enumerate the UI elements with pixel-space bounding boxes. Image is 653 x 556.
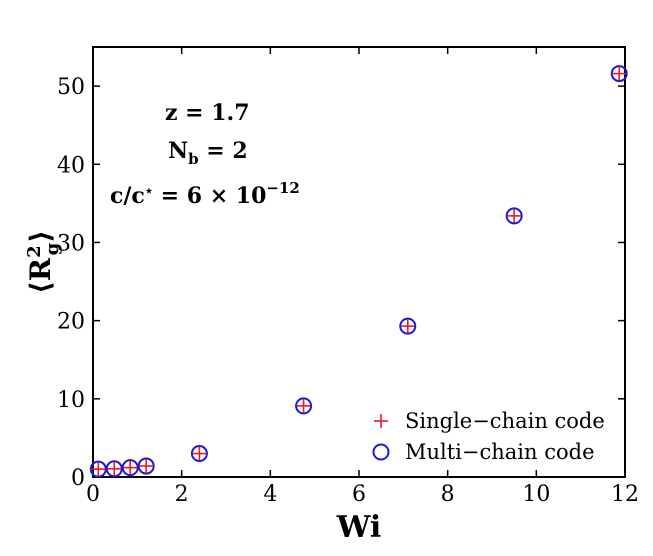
single-chain-point: [139, 459, 154, 474]
multi-chain-point: [121, 459, 139, 477]
y-tick-label: 30: [57, 231, 85, 256]
y-axis-title: ⟨R2g⟩: [24, 230, 63, 294]
x-tick-label: 10: [522, 482, 550, 507]
x-tick-label: 0: [86, 482, 100, 507]
annotation-nb: Nb = 2: [168, 138, 248, 168]
axis-titles: Wi ⟨R2g⟩: [24, 230, 381, 545]
single-chain-point: [296, 398, 311, 413]
multi-chain-point: [295, 397, 313, 415]
annotation-concentration: c/c⋆ = 6 × 10−12: [110, 179, 300, 209]
x-tick-label: 4: [263, 482, 277, 507]
legend: Single−chain code Multi−chain code: [372, 409, 605, 464]
multi-chain-point: [105, 460, 123, 478]
x-axis-title: Wi: [336, 510, 382, 545]
y-tick-label: 40: [57, 153, 85, 178]
y-tick-label: 10: [57, 388, 85, 413]
y-tick-label: 50: [57, 75, 85, 100]
multi-chain-point: [610, 65, 628, 83]
single-chain-point: [507, 208, 522, 223]
multi-chain-point: [137, 457, 155, 475]
legend-marker-multi: [372, 443, 390, 461]
single-chain-point: [91, 462, 106, 477]
y-tick-label: 20: [57, 310, 85, 335]
x-tick-label: 2: [175, 482, 189, 507]
legend-label-single: Single−chain code: [405, 409, 605, 433]
multi-chain-point: [505, 207, 523, 225]
annotation-z: z = 1.7: [165, 100, 250, 126]
single-chain-point: [612, 66, 627, 81]
single-chain-point: [192, 446, 207, 461]
multi-chain-point: [399, 317, 417, 335]
single-chain-point: [123, 460, 138, 475]
y-tick-label: 0: [71, 466, 85, 491]
x-tick-label: 12: [611, 482, 639, 507]
annotations: z = 1.7 Nb = 2 c/c⋆ = 6 × 10−12: [110, 100, 300, 209]
multi-chain-point: [190, 445, 208, 463]
x-tick-label: 8: [441, 482, 455, 507]
single-chain-point: [107, 461, 122, 476]
plot-area: 0 2 4 6 8 10 12 0 10 20 30 40 50: [57, 46, 639, 507]
single-chain-point: [400, 319, 415, 334]
legend-label-multi: Multi−chain code: [405, 440, 595, 464]
x-tick-label: 6: [352, 482, 366, 507]
